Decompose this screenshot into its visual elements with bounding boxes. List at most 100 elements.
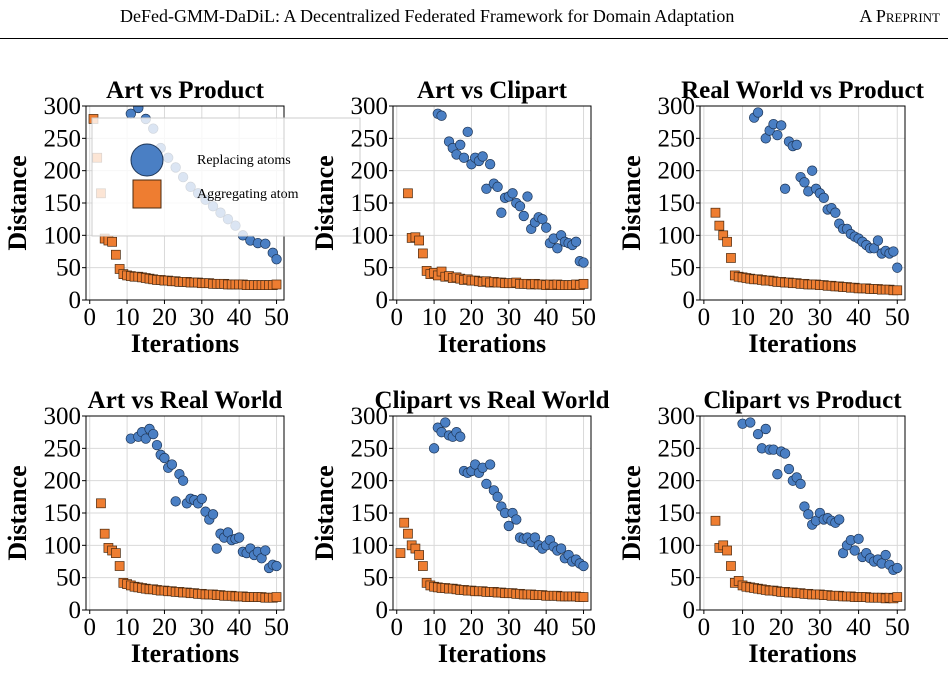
replacing-atom-point <box>481 183 492 194</box>
y-axis-label: Distance <box>3 155 32 250</box>
y-tick-label: 200 <box>44 468 82 495</box>
replacing-atom-point <box>440 417 451 428</box>
replacing-atom-point <box>196 493 207 504</box>
replacing-atom-point <box>818 192 829 203</box>
replacing-atom-point <box>795 478 806 490</box>
x-tick-label: 50 <box>885 304 910 331</box>
x-tick-label: 10 <box>115 304 140 331</box>
replacing-atom-point <box>783 463 795 475</box>
x-axis-label: Iterations <box>438 639 546 668</box>
x-tick-label: 10 <box>422 304 447 331</box>
x-tick-label: 10 <box>730 614 755 641</box>
legend-box <box>91 117 361 237</box>
paper-running-title: DeFed-GMM-DaDiL: A Decentralized Federat… <box>120 6 735 26</box>
aggregating-atom-point <box>111 548 121 558</box>
x-axis-label: Iterations <box>748 329 856 358</box>
figure-caption <box>8 672 938 685</box>
y-tick-label: 0 <box>376 287 389 314</box>
aggregating-atom-point <box>271 592 282 602</box>
x-tick-label: 0 <box>390 614 403 641</box>
replacing-atom-point <box>779 448 791 459</box>
y-tick-label: 250 <box>658 435 696 462</box>
y-tick-label: 100 <box>351 222 389 249</box>
replacing-atom-point <box>159 452 170 464</box>
x-tick-label: 30 <box>496 304 521 331</box>
y-tick-label: 0 <box>376 597 389 624</box>
chart-title: Art vs Product <box>106 77 265 104</box>
chart-title: Real World vs Product <box>681 77 925 104</box>
chart-title: Art vs Real World <box>88 387 283 414</box>
replacing-atom-point <box>514 201 526 212</box>
replacing-atom-point <box>853 533 864 545</box>
y-tick-label: 100 <box>658 532 696 559</box>
x-tick-label: 40 <box>534 614 559 641</box>
x-axis-label: Iterations <box>438 329 546 358</box>
replacing-atom-point <box>207 509 219 520</box>
replacing-atom-point <box>799 177 810 188</box>
y-tick-label: 250 <box>658 125 696 152</box>
x-tick-label: 40 <box>846 614 871 641</box>
replacing-atom-point <box>752 428 764 440</box>
x-tick-label: 40 <box>227 304 252 331</box>
y-tick-label: 100 <box>351 532 389 559</box>
y-tick-label: 150 <box>351 500 389 527</box>
y-tick-label: 250 <box>44 435 82 462</box>
y-tick-label: 250 <box>351 125 389 152</box>
y-tick-label: 200 <box>351 158 389 185</box>
data-points <box>395 417 589 602</box>
replacing-atom-point <box>892 562 903 574</box>
x-axis-label: Iterations <box>748 639 856 668</box>
data-points <box>710 107 903 296</box>
x-tick-label: 50 <box>264 304 289 331</box>
y-tick-label: 50 <box>670 255 695 282</box>
y-tick-label: 150 <box>44 500 82 527</box>
chart-title: Art vs Clipart <box>417 77 568 104</box>
aggregating-atom-point <box>726 561 736 571</box>
replacing-atom-point <box>484 459 496 470</box>
replacing-atom-point <box>541 222 552 233</box>
replacing-atom-point <box>522 191 533 202</box>
legend-label-replacing: Replacing atoms <box>197 153 291 168</box>
replacing-atom-point <box>260 238 271 249</box>
y-tick-label: 50 <box>363 565 388 592</box>
replacing-atom-point <box>428 443 440 454</box>
chart-title: Clipart vs Product <box>703 387 902 414</box>
aggregating-atom-point <box>114 561 125 571</box>
replacing-atom-point <box>271 254 282 265</box>
x-tick-label: 20 <box>152 614 177 641</box>
aggregating-atom-point <box>710 515 721 526</box>
y-tick-label: 150 <box>658 190 696 217</box>
y-tick-label: 50 <box>56 255 81 282</box>
data-points <box>96 423 282 603</box>
y-tick-label: 200 <box>351 468 389 495</box>
y-tick-label: 300 <box>351 93 389 120</box>
y-tick-label: 150 <box>658 500 696 527</box>
y-tick-label: 50 <box>56 565 81 592</box>
x-tick-label: 50 <box>885 614 910 641</box>
aggregating-atom-point <box>418 248 428 259</box>
replacing-atom-point <box>752 107 764 118</box>
x-tick-label: 0 <box>83 304 96 331</box>
data-points <box>710 417 903 604</box>
y-axis-label: Distance <box>310 155 339 250</box>
y-tick-label: 100 <box>44 532 82 559</box>
aggregating-atom-point <box>403 188 413 199</box>
preprint-tag: A Preprint <box>859 6 940 26</box>
replacing-atom-point <box>791 139 802 150</box>
x-tick-label: 30 <box>807 614 832 641</box>
page-header: DeFed-GMM-DaDiL: A Decentralized Federat… <box>0 0 948 40</box>
y-tick-label: 0 <box>69 287 82 314</box>
data-points <box>403 108 589 290</box>
replacing-atom-point <box>511 514 522 525</box>
replacing-atom-point <box>779 183 791 194</box>
replacing-atom-point <box>477 151 488 162</box>
aggregating-atom-point <box>722 545 732 556</box>
y-tick-label: 300 <box>44 93 82 120</box>
replacing-atom-point <box>455 431 466 442</box>
